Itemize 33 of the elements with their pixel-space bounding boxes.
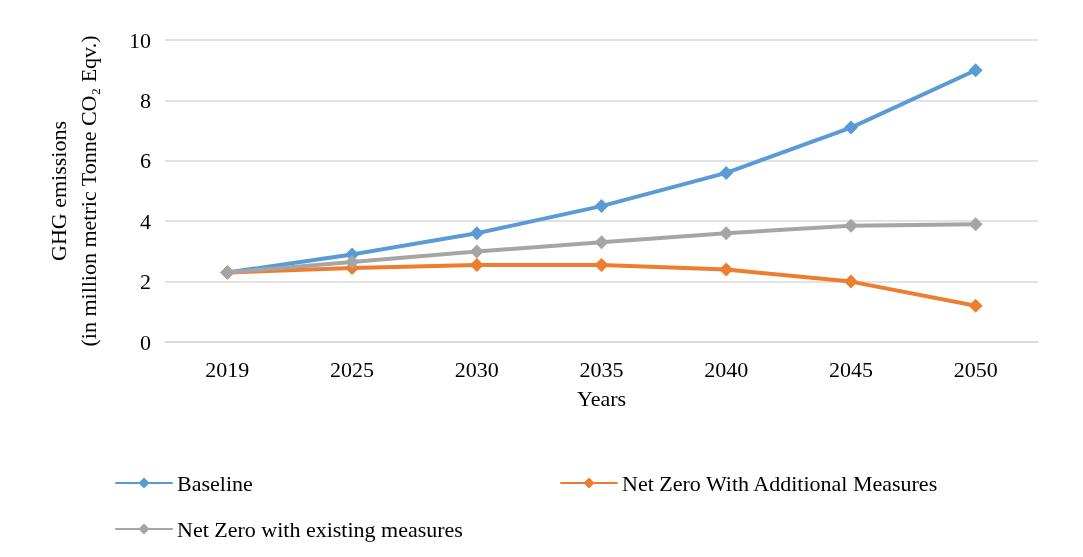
point xyxy=(594,235,609,250)
y-tick-label: 0 xyxy=(140,329,151,355)
point xyxy=(594,257,609,272)
point xyxy=(968,63,983,78)
x-tick-label: 2045 xyxy=(828,356,873,382)
point xyxy=(469,226,484,241)
y-tick-label: 8 xyxy=(140,87,151,113)
y-tick-label: 2 xyxy=(140,269,151,295)
x-tick-label: 2030 xyxy=(454,356,499,382)
x-tick-label: 2035 xyxy=(579,356,624,382)
point xyxy=(469,244,484,259)
point xyxy=(843,120,858,135)
point xyxy=(719,262,734,277)
x-axis-title: Years xyxy=(576,385,627,411)
x-tick-label: 2019 xyxy=(205,356,250,382)
y-tick-label: 4 xyxy=(140,208,151,234)
y-tick-label: 6 xyxy=(140,148,151,174)
point xyxy=(968,298,983,313)
point xyxy=(345,254,360,269)
legend-label: Net Zero with existing measures xyxy=(177,516,463,542)
point xyxy=(469,257,484,272)
x-tick-label: 2025 xyxy=(330,356,375,382)
point xyxy=(719,165,734,180)
point xyxy=(594,199,609,214)
y-axis-title: GHG emissions (in million metric Tonne CO₂ Eqv.) xyxy=(45,35,101,347)
x-tick-label: 2050 xyxy=(953,356,998,382)
legend-label: Baseline xyxy=(177,470,253,496)
point xyxy=(719,226,734,241)
x-tick-label: 2040 xyxy=(704,356,749,382)
legend-label: Net Zero With Additional Measures xyxy=(622,470,938,496)
point xyxy=(968,217,983,232)
y-tick-label: 10 xyxy=(129,27,151,53)
point xyxy=(843,274,858,289)
